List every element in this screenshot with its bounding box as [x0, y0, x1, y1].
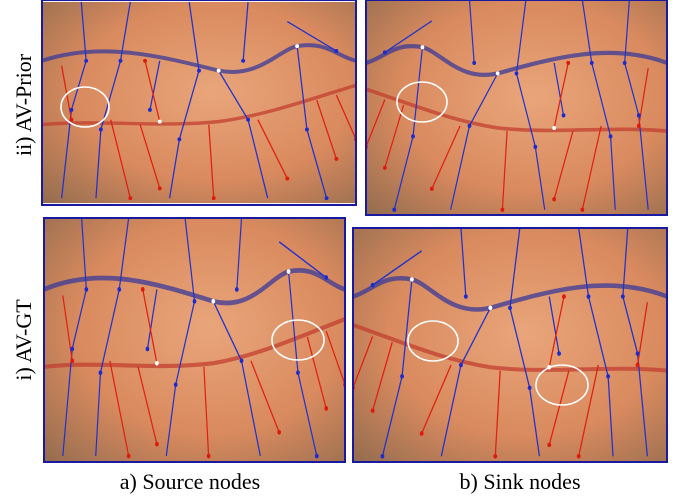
row-label: i) AV-GT	[11, 299, 36, 381]
figure: ii) AV-Prior i) AV-GT a) Source nodes b)…	[0, 0, 681, 500]
column-label: a) Source nodes	[120, 469, 261, 494]
panel-prior-sink	[364, 0, 667, 215]
panel-gt-source	[44, 218, 347, 462]
panel-gt-sink	[351, 228, 667, 462]
row-label: ii) AV-Prior	[11, 53, 36, 156]
panel-prior-source	[42, 0, 358, 205]
column-label: b) Sink nodes	[460, 469, 581, 494]
